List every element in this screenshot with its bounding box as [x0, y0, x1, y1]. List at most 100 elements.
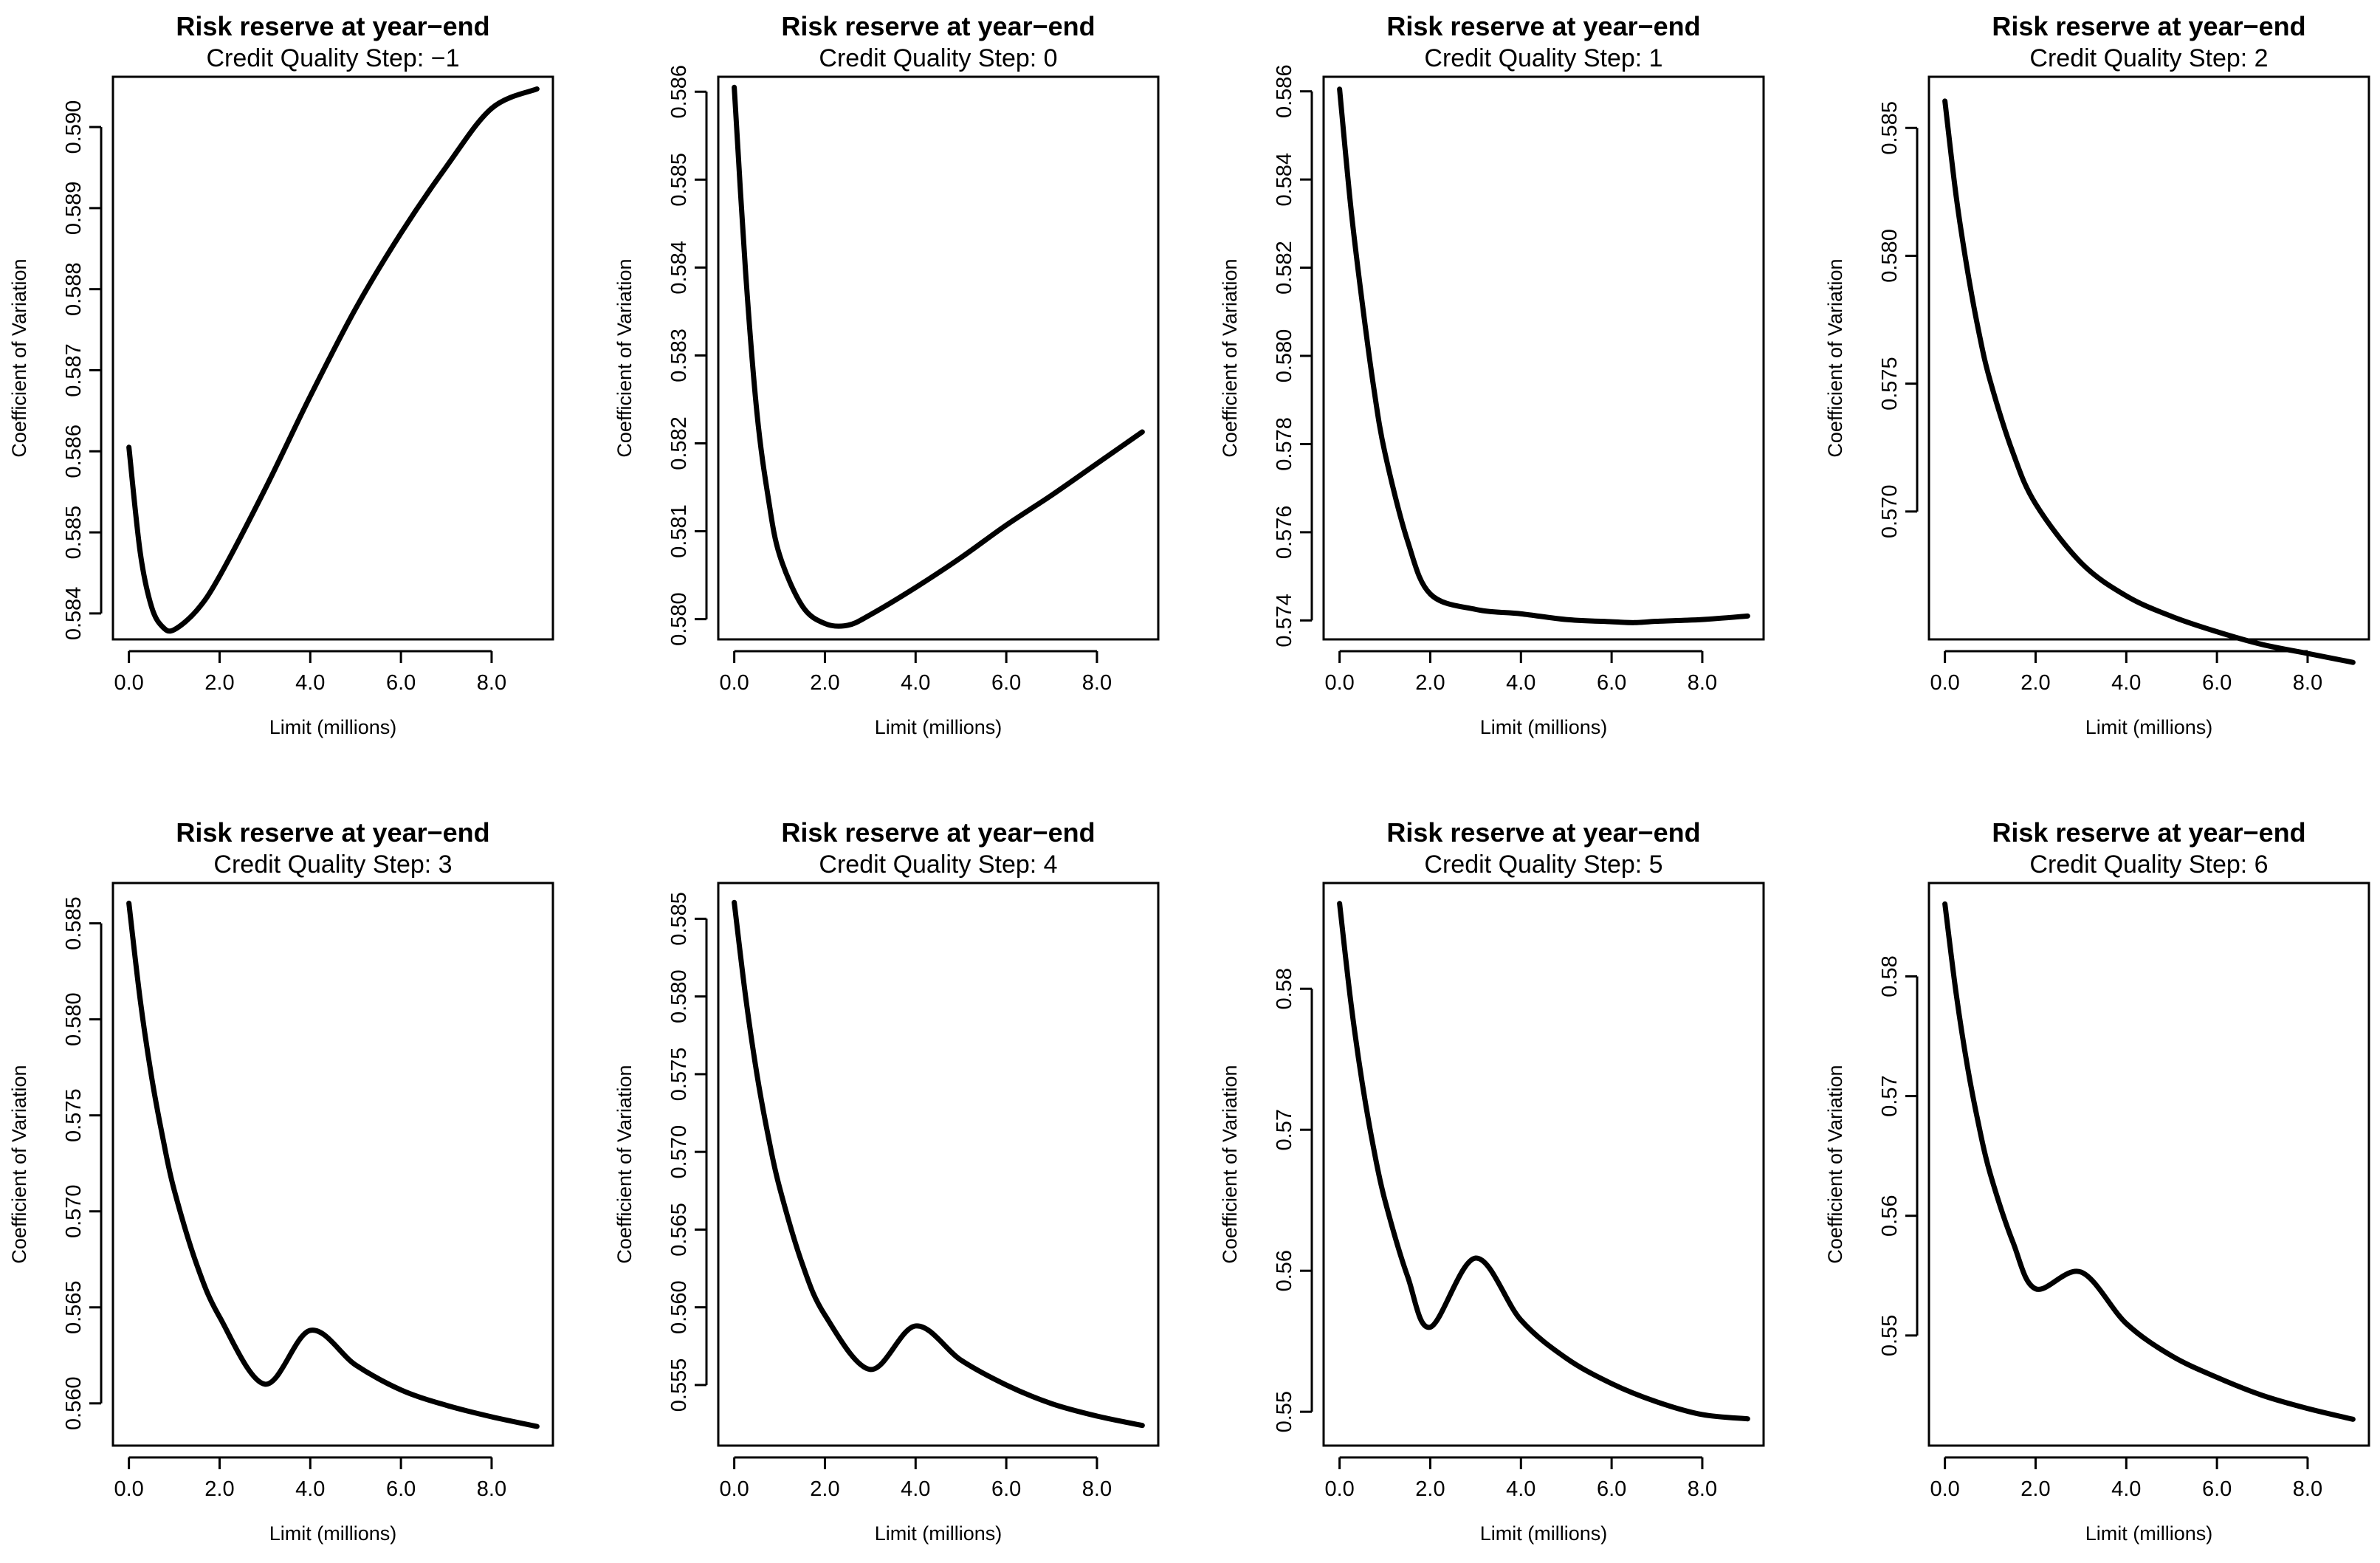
- x-tick-label: 2.0: [1415, 671, 1445, 695]
- series-line: [126, 86, 540, 634]
- y-tick-label: 0.589: [62, 182, 86, 236]
- y-tick-label: 0.575: [1878, 357, 1902, 410]
- chart-title: Risk reserve at year−end: [176, 11, 489, 41]
- x-axis-title: Limit (millions): [875, 1522, 1002, 1545]
- y-tick-label: 0.590: [62, 100, 86, 154]
- x-axis-title: Limit (millions): [269, 716, 397, 738]
- chart-subtitle: Credit Quality Step: −1: [206, 44, 459, 72]
- series-line: [732, 899, 1145, 1429]
- x-tick-label: 4.0: [901, 1477, 930, 1501]
- x-tick-label: 6.0: [991, 671, 1021, 695]
- x-axis-title: Limit (millions): [1480, 716, 1608, 738]
- y-tick-label: 0.585: [1878, 101, 1902, 155]
- x-tick-label: 6.0: [991, 1477, 1021, 1501]
- plot-frame: [111, 75, 554, 641]
- chart-subtitle: Credit Quality Step: 4: [819, 851, 1057, 879]
- y-tick-label: 0.574: [1273, 594, 1296, 647]
- y-tick-label: 0.585: [667, 892, 691, 946]
- y-tick-label: 0.586: [62, 425, 86, 478]
- y-tick-label: 0.584: [1273, 153, 1296, 207]
- y-tick-label: 0.586: [667, 65, 691, 119]
- x-tick-label: 8.0: [1688, 671, 1717, 695]
- plot-frame: [717, 882, 1160, 1447]
- x-tick-label: 4.0: [901, 671, 930, 695]
- plot-frame: [1927, 882, 2370, 1447]
- x-axis-title: Limit (millions): [2085, 1522, 2213, 1545]
- chart-panel-4: Risk reserve at year−end Credit Quality S…: [8, 817, 554, 1545]
- chart-subtitle: Credit Quality Step: 2: [2029, 44, 2268, 72]
- y-tick-label: 0.565: [667, 1203, 691, 1257]
- y-tick-label: 0.560: [667, 1280, 691, 1334]
- y-axis-title: Coefficient of Variation: [8, 258, 30, 457]
- y-axis-title: Coefficient of Variation: [1824, 258, 1846, 457]
- x-axis-title: Limit (millions): [269, 1522, 397, 1545]
- chart-title: Risk reserve at year−end: [1386, 11, 1700, 41]
- x-tick-label: 8.0: [477, 1477, 506, 1501]
- y-tick-label: 0.580: [667, 969, 691, 1023]
- y-tick-label: 0.575: [667, 1048, 691, 1102]
- chart-title: Risk reserve at year−end: [1992, 817, 2305, 848]
- plot-frame: [1322, 882, 1765, 1447]
- y-axis-title: Coefficient of Variation: [1219, 1065, 1241, 1263]
- chart-subtitle: Credit Quality Step: 0: [819, 44, 1057, 72]
- x-tick-label: 2.0: [810, 1477, 839, 1501]
- y-tick-label: 0.576: [1273, 506, 1296, 560]
- y-tick-label: 0.58: [1273, 968, 1296, 1009]
- chart-title: Risk reserve at year−end: [1386, 817, 1700, 848]
- series-line: [1942, 901, 2356, 1422]
- y-tick-label: 0.584: [62, 587, 86, 641]
- x-tick-label: 2.0: [2020, 1477, 2050, 1501]
- series-line: [1942, 98, 2356, 665]
- y-tick-label: 0.575: [62, 1088, 86, 1142]
- y-tick-label: 0.584: [667, 241, 691, 295]
- x-axis-title: Limit (millions): [1480, 1522, 1608, 1545]
- y-tick-label: 0.582: [1273, 241, 1296, 295]
- y-axis-title: Coefficient of Variation: [8, 1065, 30, 1263]
- chart-panel-3: Risk reserve at year−end Credit Quality S…: [1824, 11, 2370, 738]
- series-line: [1337, 901, 1750, 1422]
- chart-title: Risk reserve at year−end: [781, 11, 1095, 41]
- x-tick-label: 2.0: [1415, 1477, 1445, 1501]
- x-tick-label: 4.0: [2111, 671, 2141, 695]
- y-tick-label: 0.585: [667, 153, 691, 207]
- x-axis-title: Limit (millions): [2085, 716, 2213, 738]
- y-tick-label: 0.578: [1273, 417, 1296, 471]
- x-tick-label: 4.0: [1506, 1477, 1535, 1501]
- chart-panel-1: Risk reserve at year−end Credit Quality S…: [613, 11, 1160, 738]
- y-tick-label: 0.580: [667, 592, 691, 646]
- x-tick-label: 0.0: [1324, 1477, 1354, 1501]
- chart-subtitle: Credit Quality Step: 3: [213, 851, 452, 879]
- y-tick-label: 0.570: [1878, 485, 1902, 539]
- x-axis-title: Limit (millions): [875, 716, 1002, 738]
- y-tick-label: 0.555: [667, 1358, 691, 1412]
- y-tick-label: 0.56: [1273, 1250, 1296, 1291]
- y-tick-label: 0.580: [1878, 229, 1902, 283]
- x-tick-label: 0.0: [1324, 671, 1354, 695]
- chart-panel-5: Risk reserve at year−end Credit Quality S…: [613, 817, 1160, 1545]
- chart-panel-6: Risk reserve at year−end Credit Quality S…: [1219, 817, 1765, 1545]
- plot-frame: [111, 882, 554, 1447]
- x-tick-label: 0.0: [719, 1477, 749, 1501]
- y-tick-label: 0.58: [1878, 955, 1902, 997]
- chart-title: Risk reserve at year−end: [781, 817, 1095, 848]
- chart-subtitle: Credit Quality Step: 6: [2029, 851, 2268, 879]
- x-tick-label: 0.0: [1930, 671, 1959, 695]
- y-tick-label: 0.588: [62, 262, 86, 316]
- x-tick-label: 0.0: [1930, 1477, 1959, 1501]
- x-tick-label: 0.0: [114, 1477, 143, 1501]
- plot-frame: [1322, 75, 1765, 641]
- y-tick-label: 0.57: [1878, 1075, 1902, 1116]
- x-tick-label: 8.0: [2293, 1477, 2322, 1501]
- x-tick-label: 4.0: [1506, 671, 1535, 695]
- y-tick-label: 0.570: [62, 1184, 86, 1238]
- y-tick-label: 0.57: [1273, 1109, 1296, 1150]
- x-tick-label: 2.0: [204, 671, 234, 695]
- chart-panel-2: Risk reserve at year−end Credit Quality S…: [1219, 11, 1765, 738]
- y-axis-title: Coefficient of Variation: [613, 258, 636, 457]
- y-tick-label: 0.586: [1273, 64, 1296, 118]
- x-tick-label: 2.0: [2020, 671, 2050, 695]
- plot-frame: [1927, 75, 2370, 641]
- x-tick-label: 8.0: [1082, 1477, 1112, 1501]
- x-tick-label: 8.0: [1082, 671, 1112, 695]
